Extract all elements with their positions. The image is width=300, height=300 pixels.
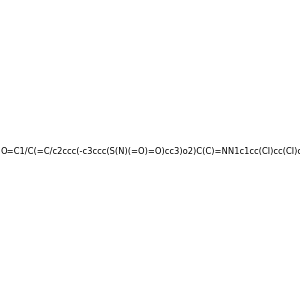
Text: O=C1/C(=C/c2ccc(-c3ccc(S(N)(=O)=O)cc3)o2)C(C)=NN1c1cc(Cl)cc(Cl)c1: O=C1/C(=C/c2ccc(-c3ccc(S(N)(=O)=O)cc3)o2… [0,147,300,156]
